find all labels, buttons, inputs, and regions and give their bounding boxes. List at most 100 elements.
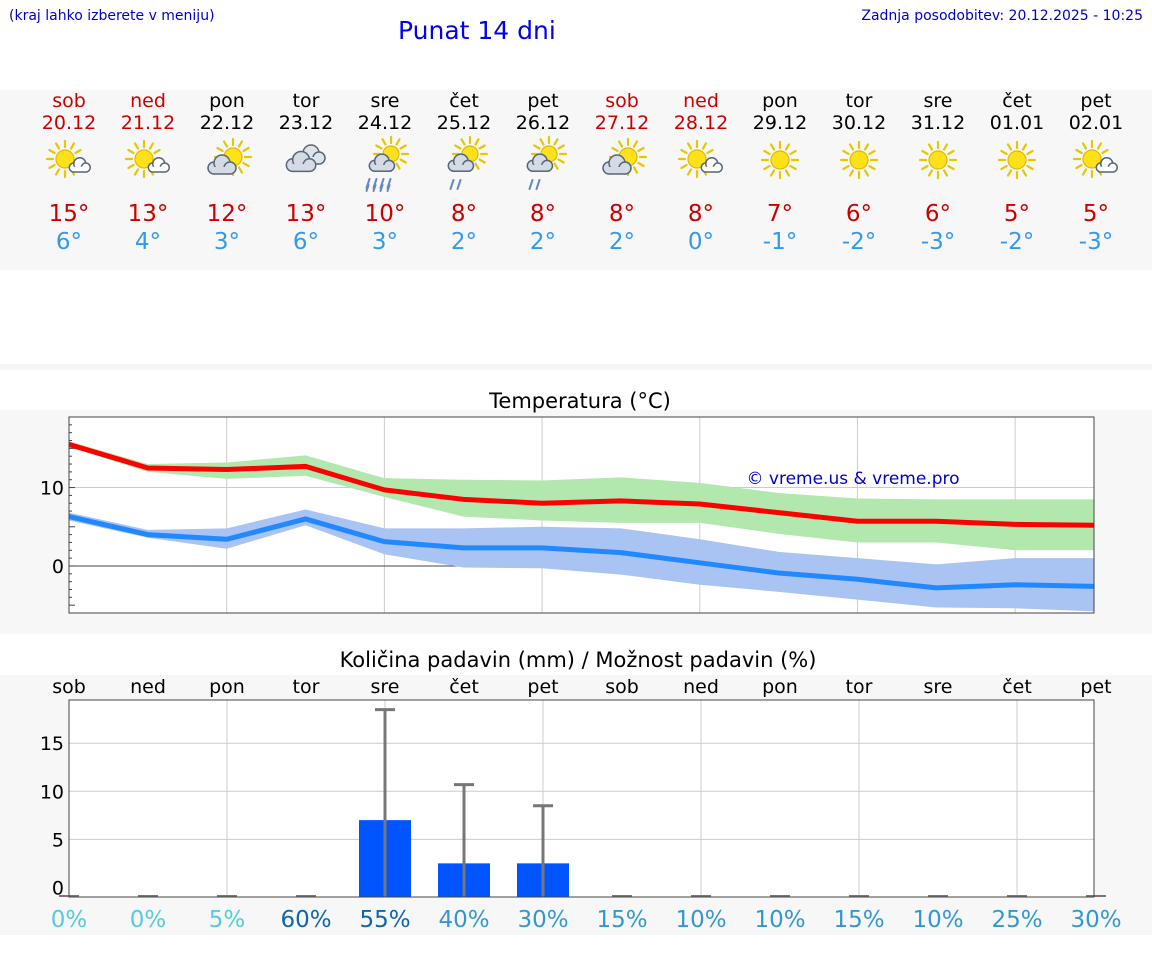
precip-probability: 10%: [675, 907, 726, 933]
sun-ray: [848, 143, 855, 151]
forecast-date: 23.12: [279, 112, 333, 134]
sun-ray: [927, 143, 934, 151]
x-day-label: ned: [683, 676, 719, 698]
forecast-day: čet: [1002, 90, 1032, 112]
min-temp-band: [69, 509, 1094, 612]
sun-ray: [842, 164, 850, 171]
forecast-date: 01.01: [990, 112, 1044, 134]
sun-ray: [637, 146, 645, 153]
sun-disc: [1007, 150, 1027, 170]
cloud-sun-icon: [207, 137, 253, 177]
plot-frame: [68, 416, 1095, 614]
sun-icon: [1072, 139, 1112, 179]
y-tick-label: 0: [52, 556, 64, 578]
sun-ray: [478, 158, 486, 164]
sun-ray: [637, 161, 645, 168]
precip-probability: 10%: [912, 907, 963, 933]
sun-icon: [839, 140, 879, 180]
sun-ray: [1026, 149, 1034, 156]
cloud-icon: [602, 154, 632, 175]
rain-drop: [528, 179, 534, 190]
precip-probability: 25%: [991, 907, 1042, 933]
sun-ray: [769, 169, 776, 177]
sun-ray: [242, 146, 250, 153]
sun-ray: [1000, 149, 1008, 156]
sun-ray: [533, 144, 541, 150]
precipitation-chart: Količina padavin (mm) / Možnost padavin …: [40, 648, 1122, 933]
sun-disc: [1082, 149, 1102, 169]
sun-ray: [1006, 143, 1013, 151]
x-day-label: ned: [130, 676, 166, 698]
forecast-day: pet: [527, 90, 558, 112]
location-menu-hint: (kraj lahko izberete v meniju): [9, 8, 215, 24]
forecast-tmax: 8°: [609, 201, 635, 227]
rain-icon: [365, 178, 392, 192]
cloud-base: [705, 166, 718, 172]
rain-icon: [528, 179, 541, 190]
sun-ray: [399, 144, 407, 150]
last-update: Zadnja posodobitev: 20.12.2025 - 10:25: [861, 8, 1143, 24]
sun-ray: [48, 148, 56, 155]
sun-ray: [1075, 163, 1083, 170]
x-day-label: pon: [762, 676, 798, 698]
sun-ray: [237, 140, 244, 148]
forecast-day: tor: [293, 90, 320, 112]
sun-ray: [478, 144, 486, 150]
cloud-base: [374, 164, 390, 172]
sun-ray: [686, 142, 693, 150]
forecast-tmax: 13°: [128, 201, 169, 227]
min-temp-line: [68, 514, 1095, 591]
forecast-date: 30.12: [832, 112, 886, 134]
forecast-tmin: -1°: [763, 229, 797, 255]
forecast-date: 02.01: [1069, 112, 1123, 134]
sun-ray: [842, 149, 850, 156]
forecast-tmax: 8°: [451, 201, 477, 227]
rain-drop: [456, 179, 462, 190]
forecast-tmax: 8°: [688, 201, 714, 227]
x-day-label: pet: [527, 676, 558, 698]
forecast-date: 24.12: [358, 112, 412, 134]
sun-ray: [868, 149, 876, 156]
sun-ray: [763, 164, 771, 171]
sun-ray: [1021, 143, 1028, 151]
forecast-date: 28.12: [674, 112, 728, 134]
forecast-day: pon: [209, 90, 245, 112]
sun-ray: [553, 162, 559, 170]
precip-probability: 55%: [359, 907, 410, 933]
sun-ray: [553, 138, 559, 146]
sun-disc: [55, 149, 75, 169]
light-rain-icon: [447, 135, 489, 190]
sun-ray: [680, 148, 688, 155]
sun-ray: [611, 146, 619, 153]
sun-cloud-icon: [124, 139, 170, 179]
sun-ray: [863, 143, 870, 151]
rain-icon: [365, 135, 410, 192]
sun-ray: [784, 169, 791, 177]
max-temp-line: [68, 442, 1095, 528]
sun-ray: [863, 169, 870, 177]
sun-disc: [687, 149, 707, 169]
forecast-tmax: 6°: [925, 201, 951, 227]
sun-ray: [921, 149, 929, 156]
sun-ray: [686, 168, 693, 176]
cloud-icon: [1095, 157, 1118, 173]
sun-ray: [1026, 164, 1034, 171]
sun-ray: [474, 138, 480, 146]
temperature-chart: Temperatura (°C) 0 10 © vreme.us & vreme.pr…: [40, 389, 1095, 614]
forecast-day: pet: [1080, 90, 1111, 112]
cloud-base: [73, 166, 86, 172]
cloud-base: [214, 167, 230, 174]
sun-ray: [395, 162, 401, 170]
sun-ray: [69, 142, 76, 150]
sun-icon: [918, 140, 958, 180]
cloud-icon: [68, 157, 91, 173]
rain-drop: [379, 184, 384, 192]
sun-ray: [454, 144, 462, 150]
sun-ray: [947, 149, 955, 156]
cloud-base: [292, 164, 310, 172]
sun-ray: [706, 148, 714, 155]
forecast-day: ned: [130, 90, 166, 112]
max-temp-band: [69, 441, 1094, 551]
x-day-label: sob: [52, 676, 86, 698]
precip-probability: 5%: [209, 907, 246, 933]
